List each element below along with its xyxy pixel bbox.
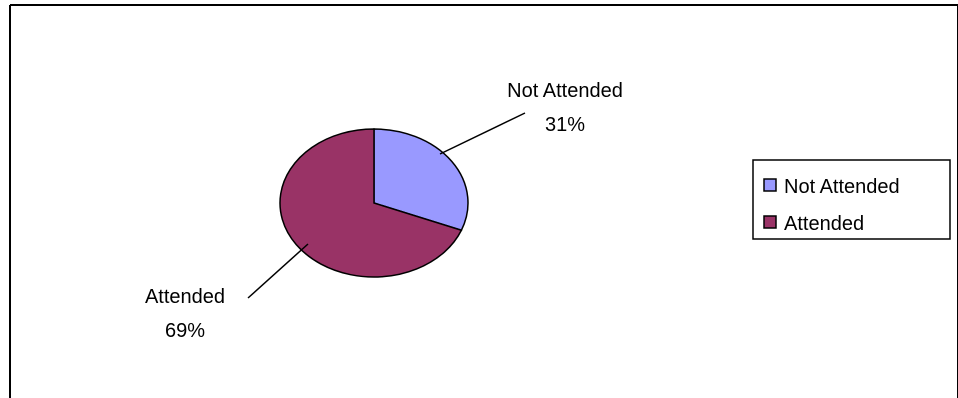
data-label-not-attended-name: Not Attended [507,80,623,102]
legend-swatch-attended [763,215,777,229]
data-label-attended-value: 69% [165,320,205,342]
legend: Not Attended Attended [752,159,951,240]
legend-label-not-attended: Not Attended [784,176,900,198]
pie-slice-not-attended [373,128,469,232]
pie-slice-attended [279,128,463,278]
pie-slices [279,128,469,278]
legend-swatch-not-attended [763,178,777,192]
data-label-attended-name: Attended [145,286,225,308]
legend-label-attended: Attended [784,213,864,235]
legend-box [752,159,951,240]
leader-line-attended [247,243,309,299]
leader-line-not-attended [439,112,526,155]
data-label-not-attended-value: 31% [545,114,585,136]
